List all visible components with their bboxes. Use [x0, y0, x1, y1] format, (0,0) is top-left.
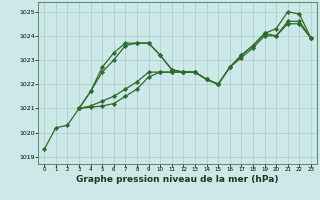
X-axis label: Graphe pression niveau de la mer (hPa): Graphe pression niveau de la mer (hPa) — [76, 175, 279, 184]
